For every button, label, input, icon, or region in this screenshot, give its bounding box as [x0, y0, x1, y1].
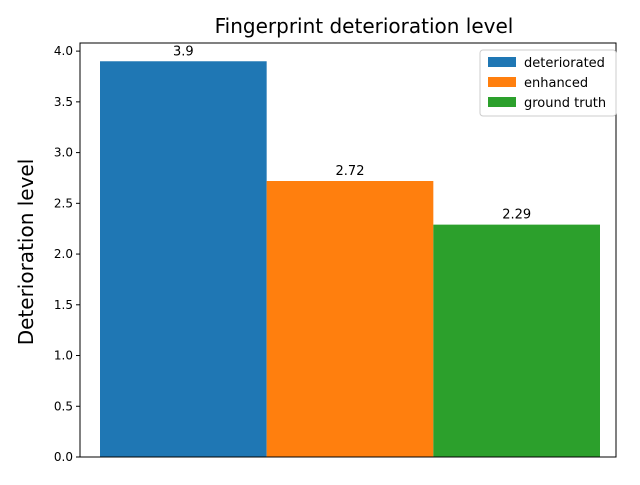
data-label-deteriorated: 3.9: [173, 44, 194, 59]
legend-label-enhanced: enhanced: [524, 76, 588, 91]
y-tick-label: 3.0: [54, 146, 73, 160]
y-tick-label: 0.5: [54, 399, 73, 413]
legend-label-ground-truth: ground truth: [524, 96, 606, 111]
y-tick-label: 2.5: [54, 196, 73, 210]
legend-label-deteriorated: deteriorated: [524, 56, 605, 71]
bar-deteriorated: [100, 61, 267, 457]
chart-title: Fingerprint deterioration level: [215, 14, 514, 38]
data-label-enhanced: 2.72: [336, 164, 365, 179]
bar-enhanced: [266, 181, 434, 457]
data-label-ground-truth: 2.29: [502, 208, 531, 223]
legend-swatch-deteriorated: [488, 57, 516, 67]
bar-ground-truth: [433, 224, 600, 457]
y-tick-label: 4.0: [54, 44, 73, 58]
legend-swatch-enhanced: [488, 77, 516, 87]
y-tick-label: 1.5: [54, 298, 73, 312]
y-axis-label: Deterioration level: [14, 159, 38, 346]
y-tick-label: 1.0: [54, 349, 73, 363]
plot-frame: [79, 42, 617, 458]
y-tick-label: 3.5: [54, 95, 73, 109]
y-tick-label: 0.0: [54, 450, 73, 464]
plot-area: 3.9 2.72 2.29 0.0 0.5 1.0 1.5 2.0 2.5 3.0 3.5 4.0 de…: [54, 42, 617, 464]
y-tick-label: 2.0: [54, 247, 73, 261]
legend-swatch-ground-truth: [488, 97, 516, 107]
